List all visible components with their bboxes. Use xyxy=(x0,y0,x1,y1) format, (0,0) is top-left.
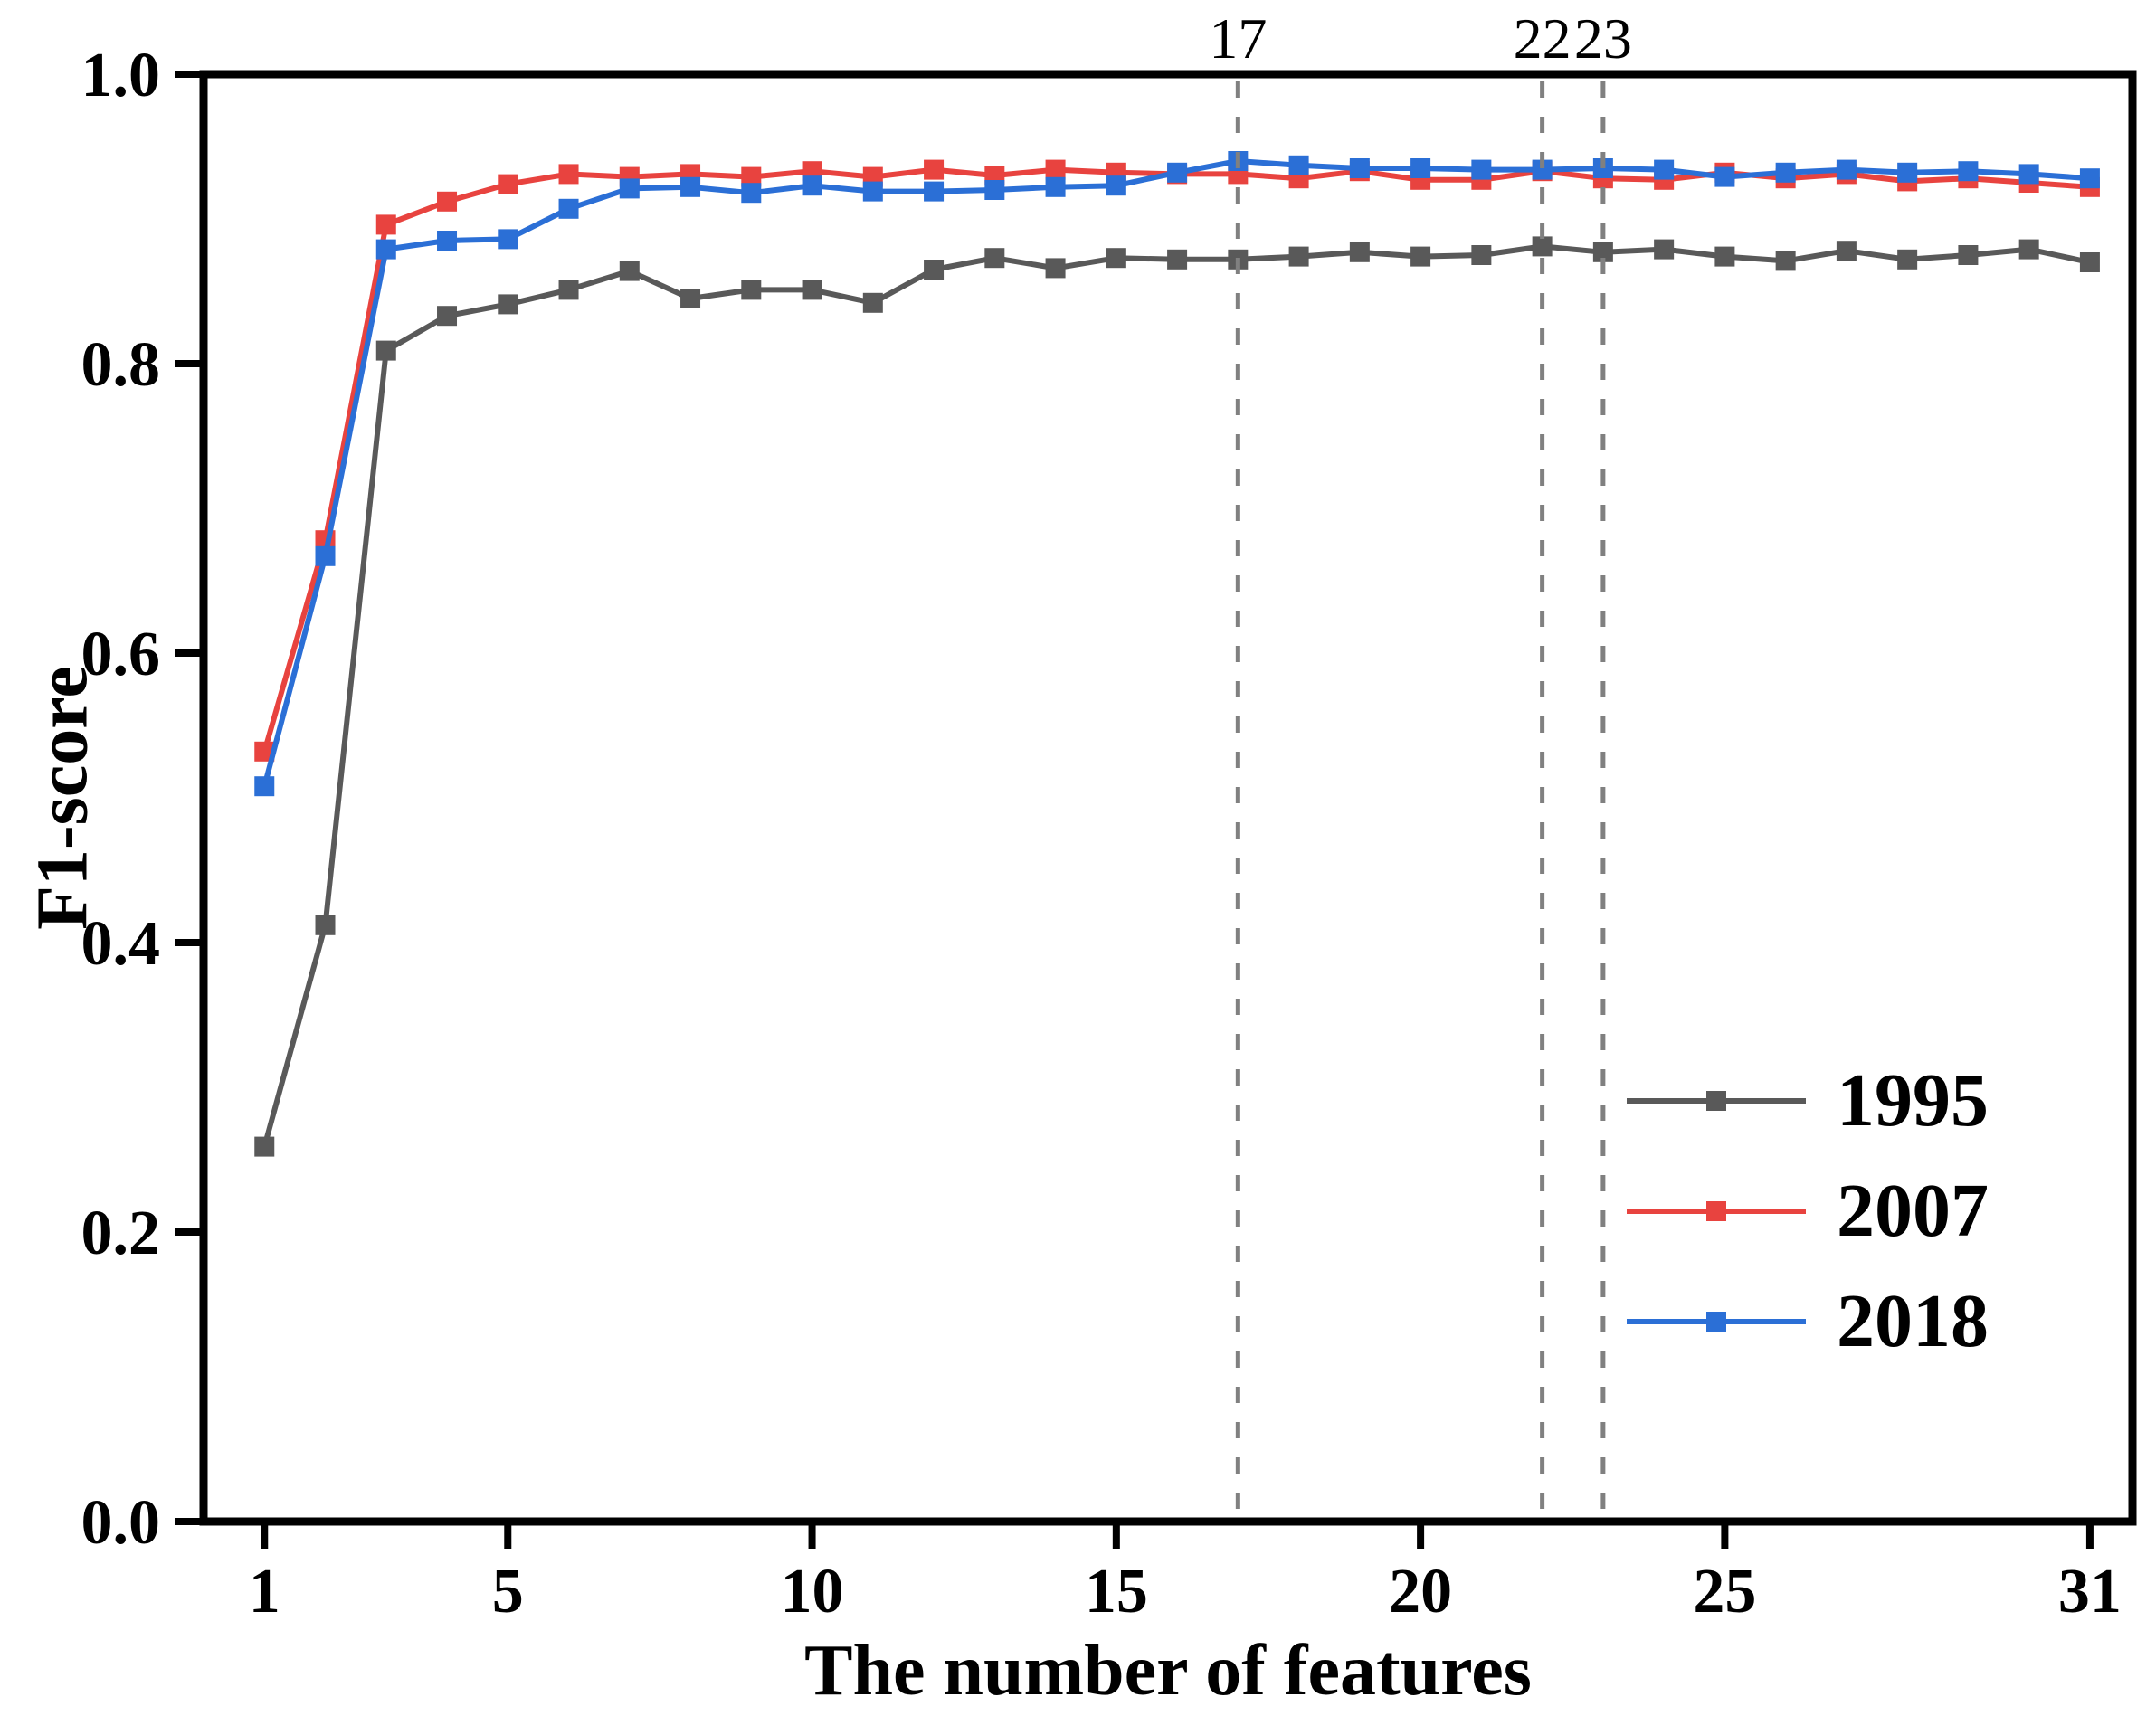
legend-item-2018: 2018 xyxy=(1621,1279,1989,1364)
data-point-1995-19 xyxy=(1349,242,1370,262)
data-point-1995-6 xyxy=(558,280,579,300)
y-axis-tick-label: 1.0 xyxy=(81,41,161,110)
data-point-1995-18 xyxy=(1288,246,1309,267)
x-axis-title: The number of features xyxy=(804,1631,1532,1711)
data-point-2018-18 xyxy=(1288,155,1309,175)
data-point-2007-3 xyxy=(375,214,396,235)
data-point-1995-1 xyxy=(254,1136,275,1157)
x-axis-tick-label: 31 xyxy=(2058,1557,2122,1626)
data-point-2018-15 xyxy=(1106,175,1126,196)
data-point-1995-9 xyxy=(741,280,762,300)
data-point-2018-29 xyxy=(1958,161,1979,182)
plot-border xyxy=(199,70,2137,1526)
data-point-2018-14 xyxy=(1045,176,1066,197)
data-point-2018-7 xyxy=(619,178,640,199)
data-point-2018-25 xyxy=(1714,166,1735,187)
x-axis-tick-label: 25 xyxy=(1693,1557,1756,1626)
legend-item-1995: 1995 xyxy=(1621,1058,1989,1143)
legend-label-1995: 1995 xyxy=(1837,1058,1989,1142)
series-line-1995 xyxy=(261,243,2091,1148)
data-point-2018-30 xyxy=(2018,164,2039,185)
data-point-2018-3 xyxy=(375,239,396,260)
data-point-2018-31 xyxy=(2079,168,2100,189)
data-point-2007-12 xyxy=(924,159,945,180)
x-axis-tick-label: 1 xyxy=(249,1557,280,1626)
data-point-1995-16 xyxy=(1167,249,1188,270)
data-point-1995-24 xyxy=(1654,239,1675,260)
data-point-1995-12 xyxy=(924,260,945,280)
data-point-2018-11 xyxy=(862,181,883,202)
data-point-1995-26 xyxy=(1775,251,1796,271)
data-point-1995-21 xyxy=(1471,245,1492,265)
data-point-1995-29 xyxy=(1958,245,1979,265)
data-point-1995-30 xyxy=(2018,239,2039,260)
y-axis-title: F1-score xyxy=(23,666,103,930)
data-point-1995-2 xyxy=(315,915,336,935)
data-point-1995-10 xyxy=(802,280,822,300)
data-point-2018-20 xyxy=(1410,158,1431,178)
data-point-2018-27 xyxy=(1836,159,1857,180)
data-point-2007-4 xyxy=(437,191,458,212)
data-point-2018-19 xyxy=(1349,158,1370,178)
data-point-2018-10 xyxy=(802,175,822,196)
data-point-2018-2 xyxy=(315,545,336,566)
data-point-2018-5 xyxy=(498,229,518,250)
data-point-1995-3 xyxy=(375,340,396,361)
selected-feature-label-23: 23 xyxy=(1574,6,1632,71)
data-point-1995-15 xyxy=(1106,248,1126,269)
x-axis-tick-label: 15 xyxy=(1085,1557,1148,1626)
data-point-2007-6 xyxy=(558,164,579,185)
data-point-1995-13 xyxy=(984,248,1005,269)
data-point-1995-8 xyxy=(680,289,701,308)
data-point-2007-9 xyxy=(741,166,762,187)
data-point-2007-14 xyxy=(1045,159,1066,180)
data-point-1995-11 xyxy=(862,292,883,313)
y-axis-tick-label: 0.2 xyxy=(81,1199,161,1268)
data-point-1995-5 xyxy=(498,294,518,315)
data-point-2018-4 xyxy=(437,231,458,251)
legend-swatch-1995 xyxy=(1627,1091,1806,1111)
data-point-2018-12 xyxy=(924,181,945,202)
selected-feature-label-17: 17 xyxy=(1209,6,1267,71)
legend-item-2007: 2007 xyxy=(1621,1169,1989,1254)
data-point-2018-13 xyxy=(984,180,1005,200)
data-point-2018-6 xyxy=(558,198,579,219)
data-point-2018-16 xyxy=(1167,162,1188,183)
data-point-2018-28 xyxy=(1897,162,1918,183)
data-point-2007-5 xyxy=(498,174,518,194)
legend-label-2018: 2018 xyxy=(1837,1279,1989,1363)
selected-feature-label-22: 22 xyxy=(1514,6,1572,71)
x-axis-tick-label: 20 xyxy=(1389,1557,1452,1626)
y-axis-tick-label: 0.0 xyxy=(81,1488,161,1558)
y-axis-tick-label: 0.8 xyxy=(81,330,161,400)
data-point-1995-4 xyxy=(437,306,458,327)
legend: 1995 2007 2018 xyxy=(1621,1058,1989,1364)
data-point-2018-8 xyxy=(680,176,701,197)
data-point-1995-7 xyxy=(619,261,640,281)
data-point-2018-22 xyxy=(1532,159,1553,180)
data-point-1995-20 xyxy=(1410,246,1431,267)
data-point-1995-31 xyxy=(2079,252,2100,272)
data-point-1995-22 xyxy=(1532,236,1553,257)
data-point-2018-26 xyxy=(1775,162,1796,183)
data-point-1995-27 xyxy=(1836,241,1857,261)
data-point-1995-28 xyxy=(1897,249,1918,270)
data-point-2007-1 xyxy=(254,741,275,762)
legend-swatch-2018 xyxy=(1627,1312,1806,1332)
data-point-2018-9 xyxy=(741,183,762,204)
legend-label-2007: 2007 xyxy=(1837,1169,1989,1253)
data-point-1995-23 xyxy=(1592,242,1613,262)
x-axis-tick-label: 10 xyxy=(781,1557,844,1626)
y-axis-tick-label: 0.6 xyxy=(81,620,161,689)
x-axis-tick-label: 5 xyxy=(492,1557,524,1626)
data-point-2018-21 xyxy=(1471,159,1492,180)
legend-swatch-2007 xyxy=(1627,1201,1806,1221)
data-point-2018-1 xyxy=(254,776,275,797)
y-axis-tick-label: 0.4 xyxy=(81,909,161,979)
data-point-1995-14 xyxy=(1045,258,1066,279)
data-point-2018-24 xyxy=(1654,159,1675,180)
data-point-1995-25 xyxy=(1714,246,1735,267)
